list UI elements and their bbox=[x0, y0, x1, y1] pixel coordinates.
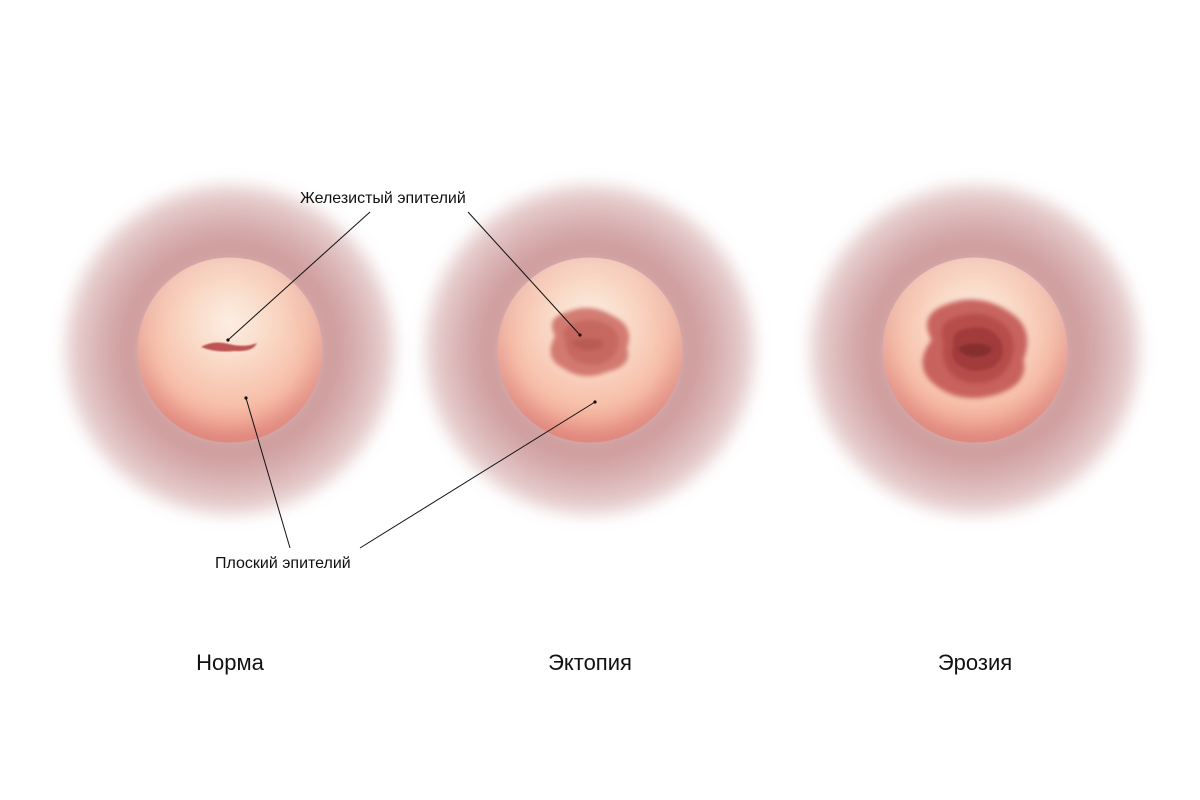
panel-normal bbox=[65, 185, 395, 515]
lesion-ectopia-patch bbox=[535, 298, 645, 388]
annotation-glandular-label: Железистый эпителий bbox=[300, 190, 466, 208]
panel-erosion bbox=[810, 185, 1140, 515]
annotation-squamous-label: Плоский эпителий bbox=[215, 555, 351, 573]
lesion-slit bbox=[195, 335, 265, 359]
medical-diagram: Норма Эктопия Эрозия Железистый эпителий… bbox=[0, 0, 1200, 800]
panel-ectopia bbox=[425, 185, 755, 515]
caption-normal: Норма bbox=[130, 650, 330, 676]
lesion-erosion-patch bbox=[908, 290, 1043, 410]
caption-ectopia: Эктопия bbox=[490, 650, 690, 676]
caption-erosion: Эрозия bbox=[875, 650, 1075, 676]
